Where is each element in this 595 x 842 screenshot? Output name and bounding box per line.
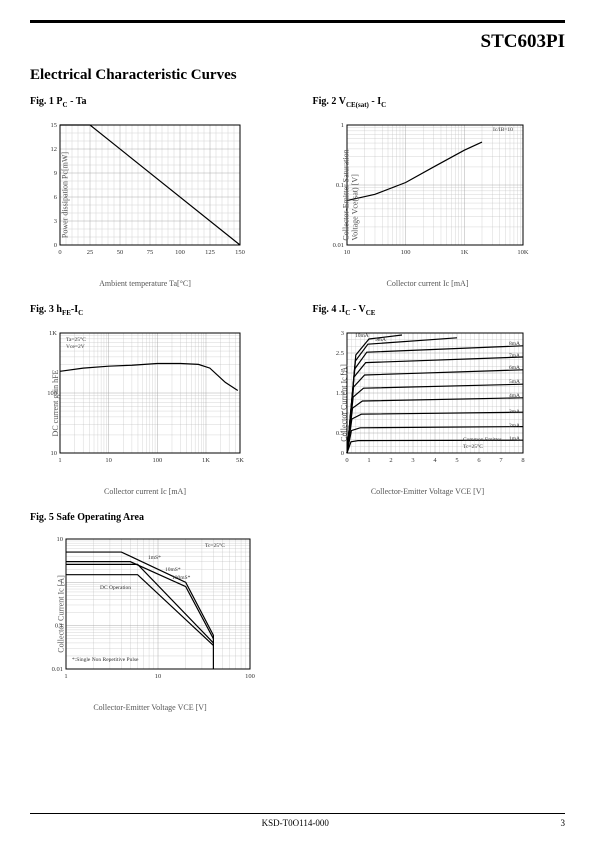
fig4-caption: Fig. 4 .IC - VCE [313, 304, 566, 317]
svg-text:6: 6 [477, 457, 481, 464]
svg-text:1mS*: 1mS* [148, 555, 161, 561]
svg-text:*:Single Non Repetitive Pulse: *:Single Non Repetitive Pulse [72, 657, 139, 663]
fig-1: Fig. 1 PC - Ta Power dissipation Pc[mW] 0… [30, 96, 283, 288]
svg-text:10mS*: 10mS* [165, 567, 181, 573]
svg-text:Vce=2V: Vce=2V [66, 344, 85, 350]
footer-page: 3 [561, 818, 566, 828]
svg-text:100: 100 [400, 249, 410, 256]
svg-text:150: 150 [235, 249, 245, 256]
fig1-caption: Fig. 1 PC - Ta [30, 96, 283, 109]
svg-text:100mS*: 100mS* [172, 575, 191, 581]
svg-text:10mA: 10mA [355, 333, 369, 339]
section-title: Electrical Characteristic Curves [30, 67, 565, 84]
fig2-ylabel: Collector-Emitter Saturation Voltage Vce… [341, 149, 359, 240]
svg-text:2mA: 2mA [509, 423, 520, 429]
svg-text:125: 125 [205, 249, 215, 256]
fig2-xlabel: Collector current Ic [mA] [313, 279, 543, 288]
svg-text:7: 7 [499, 457, 503, 464]
svg-text:10: 10 [155, 673, 162, 680]
svg-text:1: 1 [58, 457, 61, 464]
svg-text:Tc=25°C: Tc=25°C [205, 542, 225, 549]
svg-text:10: 10 [105, 457, 112, 464]
svg-text:10K: 10K [517, 249, 529, 256]
footer: KSD-T0O114-000 3 [30, 813, 565, 828]
svg-text:8: 8 [521, 457, 524, 464]
svg-text:10: 10 [51, 450, 58, 457]
svg-text:3: 3 [340, 330, 343, 337]
fig-3: Fig. 3 hFE-IC DC current gain hFE1101001… [30, 304, 283, 496]
svg-text:10: 10 [57, 536, 64, 543]
svg-text:DC Operation: DC Operation [100, 585, 131, 591]
fig2-caption: Fig. 2 VCE(sat) - IC [313, 96, 566, 109]
fig4-xlabel: Collector-Emitter Voltage VCE [V] [313, 487, 543, 496]
svg-text:0: 0 [54, 242, 57, 249]
svg-text:1mA: 1mA [509, 436, 520, 442]
fig5-ylabel: Collector Current Ic [A] [56, 575, 65, 653]
svg-text:0: 0 [345, 457, 348, 464]
fig3-xlabel: Collector current Ic [mA] [30, 487, 260, 496]
svg-text:75: 75 [147, 249, 154, 256]
svg-text:9: 9 [54, 170, 57, 177]
svg-text:25: 25 [87, 249, 94, 256]
svg-text:10: 10 [343, 249, 350, 256]
fig5-chart: 1101000.010.1110Tc=25°C*:Single Non Repe… [30, 529, 270, 687]
svg-text:0: 0 [340, 450, 343, 457]
svg-text:4: 4 [433, 457, 437, 464]
svg-text:4mA: 4mA [509, 393, 520, 399]
svg-text:1: 1 [367, 457, 370, 464]
svg-text:1: 1 [340, 122, 343, 129]
svg-text:100: 100 [175, 249, 185, 256]
svg-text:100: 100 [152, 457, 162, 464]
svg-text:100: 100 [245, 673, 255, 680]
svg-text:8mA: 8mA [509, 341, 520, 347]
fig5-caption: Fig. 5 Safe Operating Area [30, 512, 283, 523]
svg-text:3mA: 3mA [509, 409, 520, 415]
svg-text:5: 5 [455, 457, 458, 464]
svg-text:1: 1 [64, 673, 67, 680]
footer-doc: KSD-T0O114-000 [30, 818, 561, 828]
part-number: STC603PI [30, 31, 565, 53]
fig1-xlabel: Ambient temperature Ta[°C] [30, 279, 260, 288]
svg-text:3: 3 [411, 457, 414, 464]
svg-text:6mA: 6mA [509, 365, 520, 371]
svg-text:5K: 5K [236, 457, 244, 464]
svg-text:0.01: 0.01 [52, 666, 63, 673]
svg-text:2: 2 [389, 457, 392, 464]
svg-text:1K: 1K [49, 330, 57, 337]
svg-text:2.5: 2.5 [335, 350, 343, 357]
fig-2: Fig. 2 VCE(sat) - IC Collector-Emitter S… [313, 96, 566, 288]
svg-text:5mA: 5mA [509, 379, 520, 385]
svg-text:1K: 1K [202, 457, 210, 464]
fig3-ylabel: DC current gain hFE [51, 370, 60, 437]
svg-text:0.01: 0.01 [332, 242, 343, 249]
svg-text:9mA: 9mA [375, 337, 386, 343]
svg-text:12: 12 [51, 146, 58, 153]
svg-text:Common Emitter: Common Emitter [463, 437, 502, 443]
fig1-ylabel: Power dissipation Pc[mW] [61, 152, 70, 238]
fig-5: Fig. 5 Safe Operating Area Collector Cur… [30, 512, 283, 712]
svg-text:7mA: 7mA [509, 353, 520, 359]
svg-text:Ic/IB=10: Ic/IB=10 [493, 127, 513, 133]
fig3-chart: 1101001K5K101001KTa=25°CVce=2V [30, 323, 260, 468]
svg-text:3: 3 [54, 218, 57, 225]
svg-text:Ta=25°C: Ta=25°C [66, 336, 86, 343]
svg-text:6: 6 [54, 194, 58, 201]
svg-text:50: 50 [117, 249, 124, 256]
svg-text:0: 0 [58, 249, 61, 256]
svg-text:15: 15 [51, 122, 58, 129]
svg-text:Tc=25°C: Tc=25°C [463, 443, 483, 450]
fig5-xlabel: Collector-Emitter Voltage VCE [V] [30, 703, 270, 712]
figures-grid: Fig. 1 PC - Ta Power dissipation Pc[mW] 0… [30, 96, 565, 712]
fig3-caption: Fig. 3 hFE-IC [30, 304, 283, 317]
fig-4: Fig. 4 .IC - VCE Collector Current Ic [A… [313, 304, 566, 496]
svg-text:1K: 1K [460, 249, 468, 256]
fig4-ylabel: Collector Current Ic [A] [339, 364, 348, 442]
